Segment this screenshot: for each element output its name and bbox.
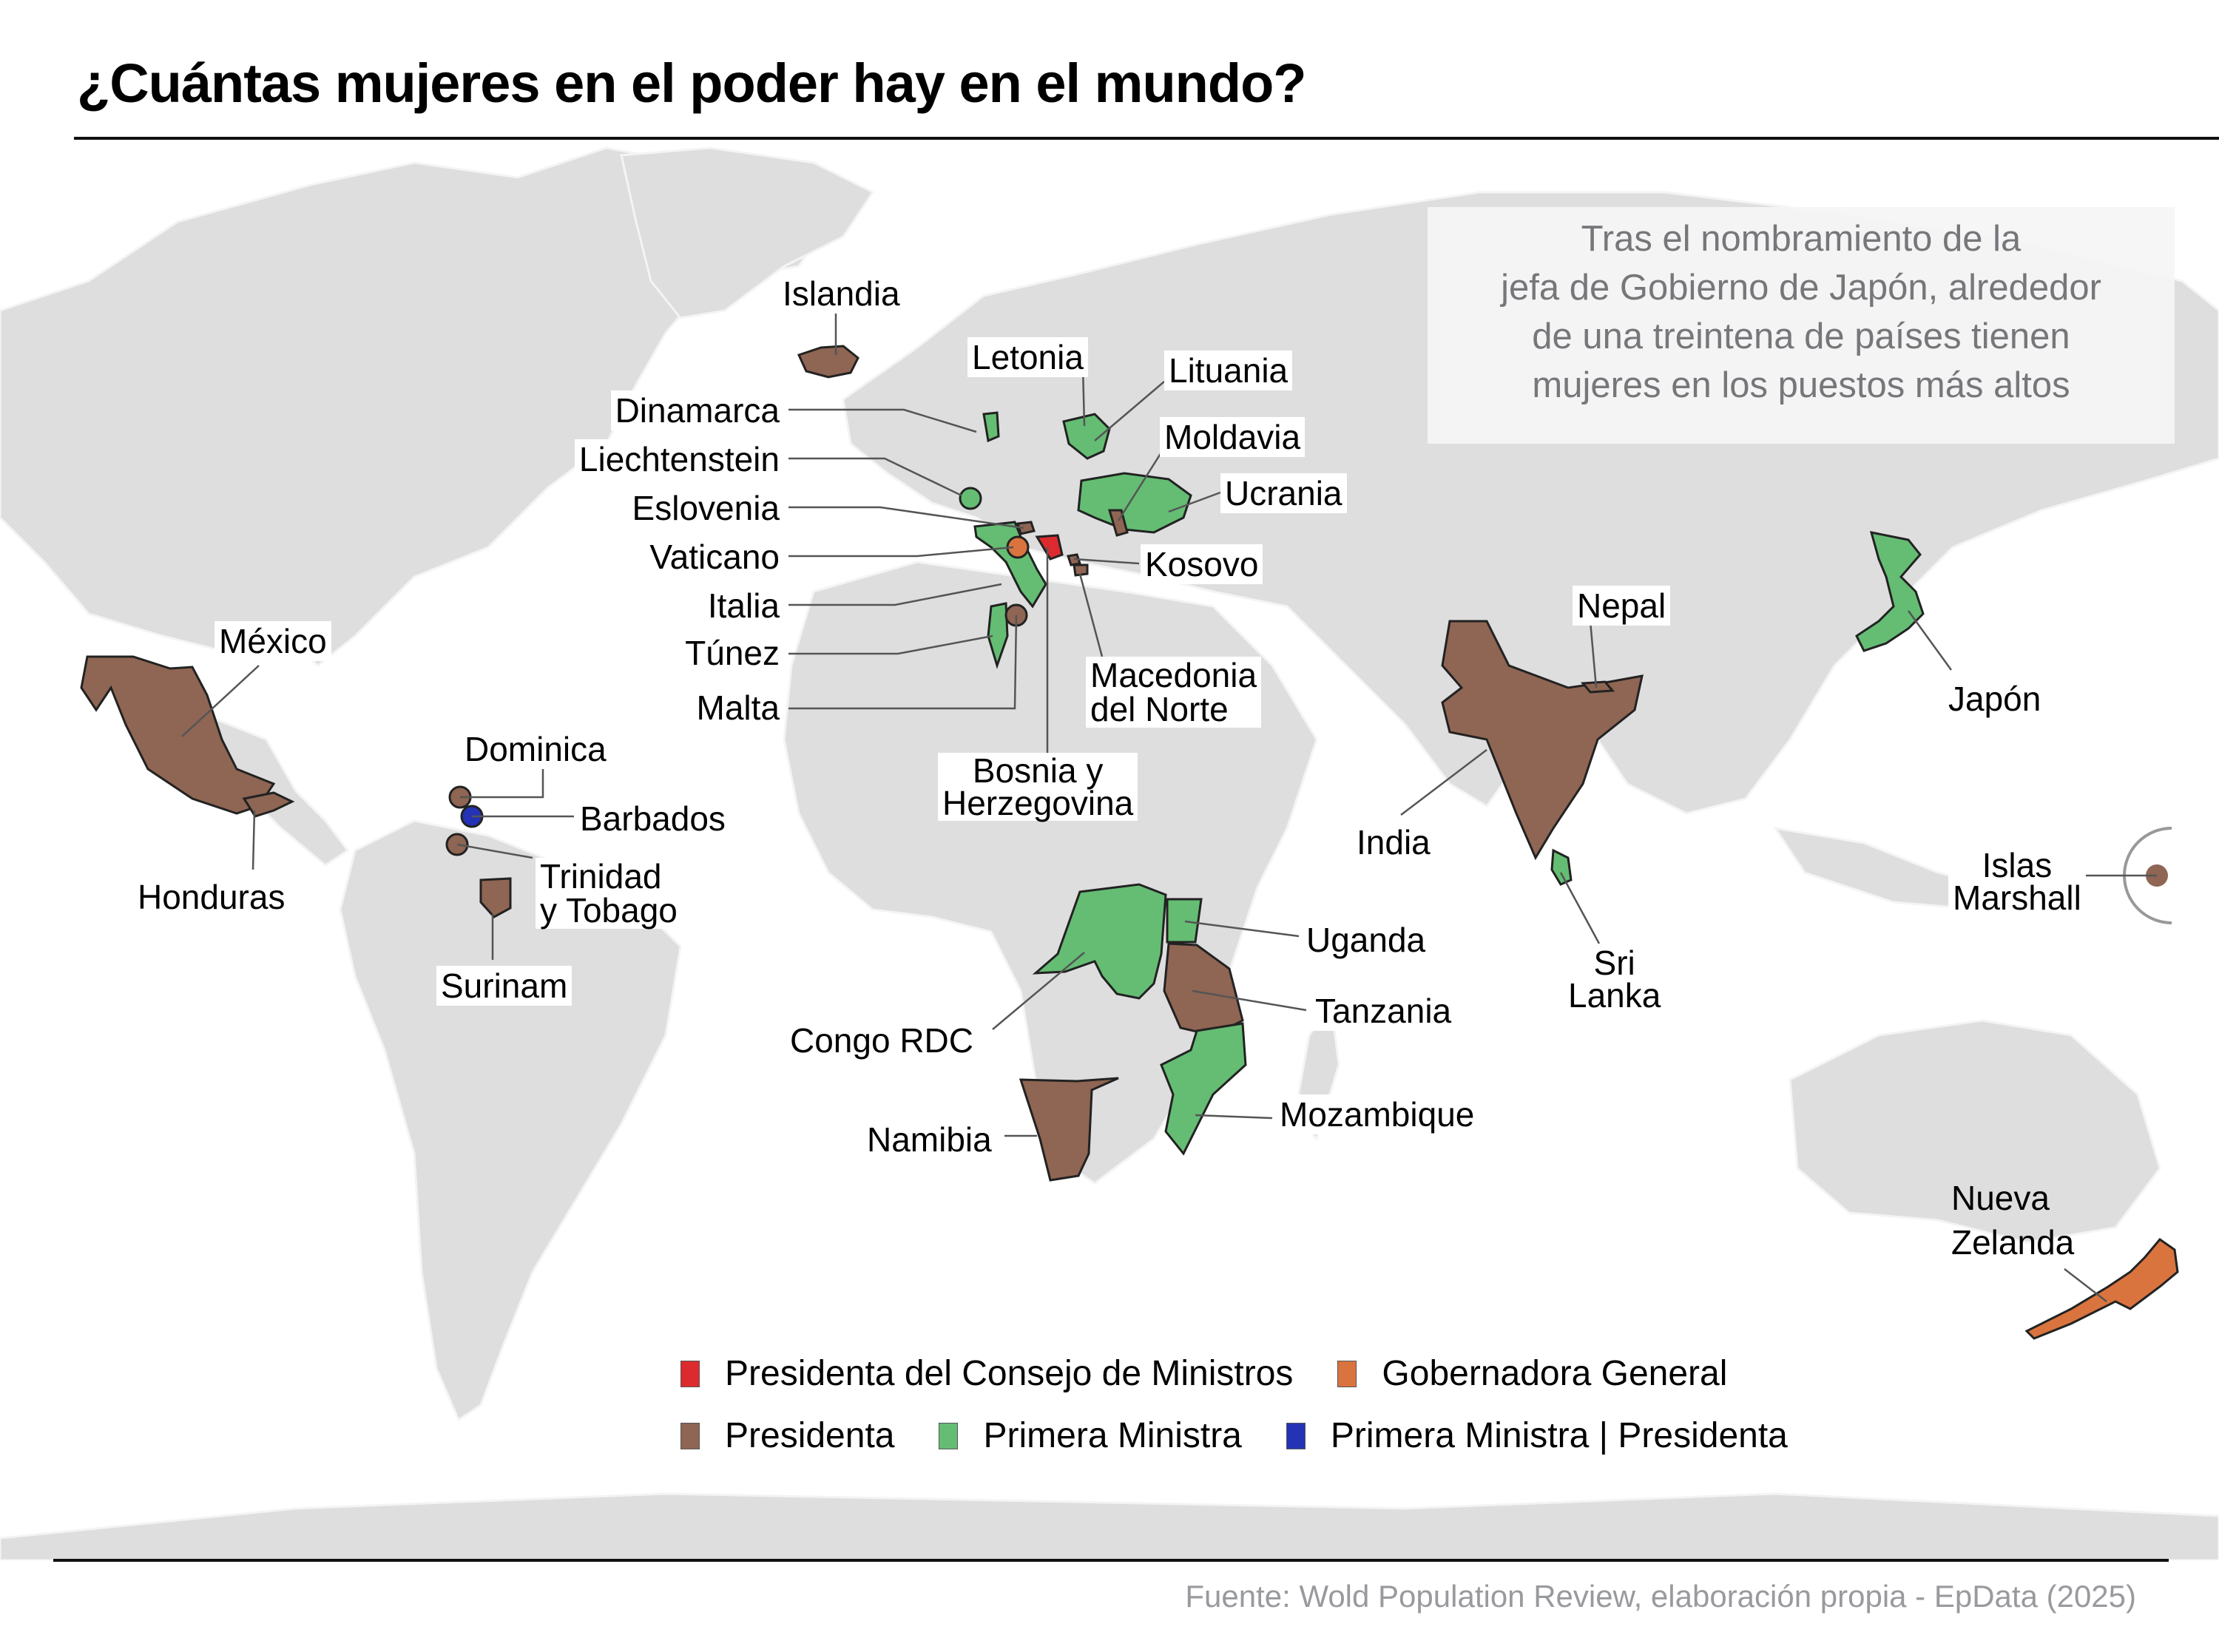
country-bosnia <box>1035 534 1064 561</box>
label-tunez: Túnez <box>680 633 784 673</box>
legend-item-presidenta-consejo: Presidenta del Consejo de Ministros <box>680 1353 1293 1394</box>
country-italy <box>973 521 1047 609</box>
country-liechtenstein <box>959 487 982 510</box>
label-namibia: Namibia <box>862 1120 996 1160</box>
legend-row-2: Presidenta Primera Ministra Primera Mini… <box>680 1415 1832 1456</box>
source-note: Fuente: Wold Population Review, elaborac… <box>1185 1579 2136 1614</box>
legend-row-1: Presidenta del Consejo de Ministros Gobe… <box>680 1353 1772 1394</box>
label-uganda: Uganda <box>1302 920 1431 960</box>
label-japon: Japón <box>1944 679 2046 719</box>
country-surinam <box>479 877 512 918</box>
legend-label: Primera Ministra <box>983 1416 1242 1455</box>
label-surinam: Surinam <box>436 966 573 1006</box>
label-moldavia: Moldavia <box>1160 417 1306 457</box>
country-sri-lanka <box>1550 848 1573 886</box>
label-mozambique: Mozambique <box>1275 1094 1479 1134</box>
chart-title: ¿Cuántas mujeres en el poder hay en el m… <box>77 53 1306 114</box>
label-liechtenstein: Liechtenstein <box>574 439 784 479</box>
country-nepal <box>1580 680 1615 694</box>
label-barbados: Barbados <box>575 799 730 839</box>
landmass-antarctica <box>0 1492 2219 1560</box>
country-latvia-lithuania <box>1062 413 1111 460</box>
legend-item-primera-ministra: Primera Ministra <box>939 1415 1242 1456</box>
country-new-zealand <box>2024 1237 2179 1340</box>
country-mozambique <box>1160 1022 1247 1156</box>
label-ucrania: Ucrania <box>1220 473 1347 513</box>
label-kosovo: Kosovo <box>1141 544 1263 584</box>
leader-lines <box>181 312 2157 1302</box>
country-namibia <box>1019 1077 1119 1182</box>
legend-swatch-green <box>939 1422 959 1449</box>
legend-swatch-brown <box>680 1422 700 1449</box>
label-dinamarca: Dinamarca <box>610 390 784 430</box>
label-italia: Italia <box>703 586 784 626</box>
country-slovenia <box>1016 521 1036 535</box>
highlighted-countries <box>80 345 2179 1340</box>
legend-swatch-orange <box>1337 1360 1357 1387</box>
legend-item-primera-ministra-presidenta: Primera Ministra | Presidenta <box>1286 1415 1788 1456</box>
label-islas-marshall: Islas Marshall <box>1948 847 2086 915</box>
legend-label: Presidenta <box>725 1416 895 1455</box>
legend-label: Primera Ministra | Presidenta <box>1330 1416 1788 1455</box>
country-japan <box>1855 531 1925 652</box>
label-letonia: Letonia <box>967 337 1088 377</box>
country-tunisia <box>987 602 1009 669</box>
country-denmark <box>982 411 1000 443</box>
country-north-macedonia <box>1073 563 1089 577</box>
footer-divider <box>53 1559 2169 1562</box>
label-lituania: Lituania <box>1164 351 1293 390</box>
label-macedonia-del-norte: Macedonia del Norte <box>1086 657 1262 728</box>
label-sri-lanka: Sri Lanka <box>1564 945 1666 1013</box>
country-moldova <box>1107 509 1129 537</box>
label-bosnia-herzegovina: Bosnia y Herzegovina <box>938 753 1138 821</box>
landmass-north-america <box>0 146 831 667</box>
legend-item-gobernadora-general: Gobernadora General <box>1337 1353 1727 1394</box>
label-vaticano: Vaticano <box>645 537 784 577</box>
label-dominica: Dominica <box>460 729 611 769</box>
label-trinidad-tobago: Trinidad y Tobago <box>536 858 682 929</box>
label-congo-rdc: Congo RDC <box>786 1020 978 1060</box>
label-nueva-zelanda: Nueva Zelanda <box>1951 1179 2075 1262</box>
landmass-greenland <box>620 146 875 319</box>
label-islandia: Islandia <box>778 274 905 314</box>
label-nepal: Nepal <box>1573 586 1671 626</box>
label-tanzania: Tanzania <box>1311 991 1456 1031</box>
subtitle-background <box>1428 207 2175 444</box>
legend-swatch-blue <box>1286 1422 1306 1449</box>
legend-item-presidenta: Presidenta <box>680 1415 894 1456</box>
label-mexico: México <box>215 621 331 661</box>
label-india: India <box>1352 822 1435 862</box>
label-eslovenia: Eslovenia <box>627 488 784 528</box>
title-divider <box>74 137 2219 140</box>
landmass-australia <box>1789 1019 2161 1244</box>
label-malta: Malta <box>692 688 784 728</box>
legend-label: Presidenta del Consejo de Ministros <box>725 1354 1294 1393</box>
legend-swatch-red <box>680 1360 700 1387</box>
country-uganda <box>1166 898 1203 944</box>
country-honduras <box>242 791 295 818</box>
country-dr-congo <box>1032 883 1167 1000</box>
label-honduras: Honduras <box>133 877 290 917</box>
country-iceland <box>797 345 859 379</box>
legend-label: Gobernadora General <box>1382 1354 1728 1393</box>
country-india <box>1441 620 1644 861</box>
subtitle-annotation: Tras el nombramiento de la jefa de Gobie… <box>1501 219 2101 405</box>
